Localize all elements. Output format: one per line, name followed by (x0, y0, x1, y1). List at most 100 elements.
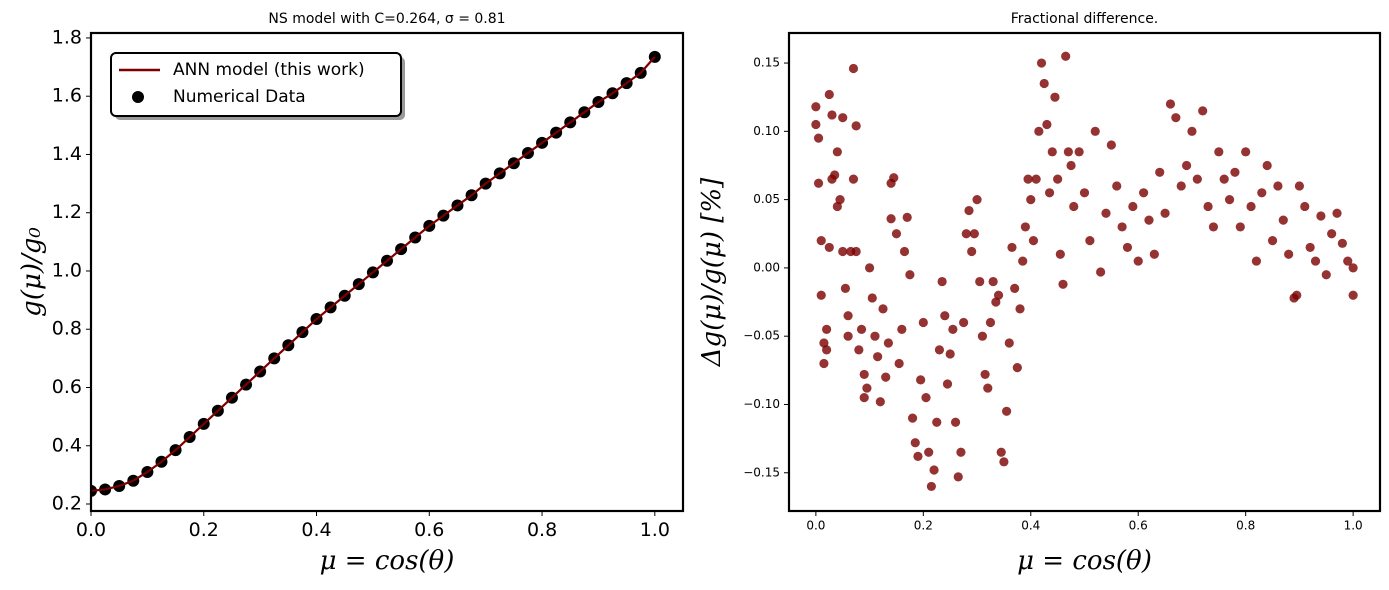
data-point (819, 358, 829, 369)
data-point (1112, 181, 1122, 191)
x-tick-label: 0.4 (1021, 519, 1040, 533)
data-point (1246, 201, 1256, 212)
data-point (1305, 242, 1315, 253)
data-point (1348, 263, 1358, 273)
data-point (950, 417, 961, 427)
data-point (1079, 188, 1090, 198)
chart-title: Fractional difference. (1011, 11, 1159, 27)
y-tick-label: −0.10 (743, 397, 780, 411)
data-point (1010, 283, 1020, 293)
x-tick-label: 0.6 (414, 519, 444, 541)
data-point (1181, 160, 1192, 171)
data-point (961, 229, 971, 239)
data-point (1090, 126, 1100, 136)
data-point (1061, 51, 1071, 61)
data-point (811, 119, 821, 130)
data-point (988, 276, 998, 287)
data-point (851, 121, 861, 131)
x-tick-label: 0.8 (1236, 519, 1255, 533)
data-point (816, 290, 826, 300)
data-point (848, 174, 859, 184)
y-tick-label: 0.05 (753, 192, 780, 206)
data-point (1036, 58, 1047, 68)
data-point (1144, 215, 1154, 225)
plot-area (91, 50, 661, 497)
data-point (1063, 147, 1073, 157)
data-point (985, 317, 996, 328)
data-point (1300, 201, 1310, 212)
x-tick-label: 0.2 (914, 519, 933, 533)
data-point (1047, 147, 1057, 157)
data-point (1203, 201, 1213, 212)
data-point (1015, 304, 1025, 314)
legend-label: Numerical Data (173, 87, 306, 107)
data-point (924, 447, 934, 457)
data-point (1198, 106, 1208, 116)
data-point (1224, 195, 1235, 205)
data-point (929, 465, 939, 475)
data-point (1165, 99, 1176, 109)
data-point (889, 173, 899, 183)
data-point (859, 393, 869, 403)
data-point (1214, 147, 1224, 157)
data-point (921, 393, 931, 403)
data-point (864, 263, 875, 273)
data-point (881, 372, 891, 382)
data-point (878, 304, 888, 314)
data-point (1284, 249, 1294, 259)
data-point (1327, 229, 1337, 239)
data-point (1257, 188, 1267, 198)
data-point (1192, 174, 1202, 184)
data-point (835, 195, 845, 205)
data-point (1149, 249, 1159, 259)
y-tick-label: −0.15 (743, 465, 780, 479)
x-tick-label: 0.4 (301, 519, 331, 541)
data-point (1055, 249, 1065, 259)
data-point (1039, 78, 1049, 89)
data-point (926, 481, 936, 492)
data-point (910, 438, 920, 448)
data-point (894, 358, 904, 369)
data-point (1321, 270, 1331, 280)
data-point (851, 246, 861, 257)
x-tick-label: 1.0 (1344, 519, 1363, 533)
data-point (1187, 126, 1197, 136)
data-point (918, 317, 928, 328)
data-point (897, 324, 907, 334)
data-point (932, 417, 942, 427)
data-point (940, 311, 950, 321)
data-point (1058, 279, 1068, 289)
data-point (1044, 188, 1055, 198)
y-tick-label: 1.6 (52, 85, 82, 107)
data-point (1106, 140, 1116, 150)
data-point (838, 113, 848, 123)
data-point (1343, 256, 1353, 266)
data-point (883, 338, 893, 348)
data-point (1026, 195, 1036, 205)
data-point (942, 379, 953, 389)
data-point (1160, 208, 1170, 218)
data-point (1069, 201, 1079, 212)
data-point (1096, 267, 1106, 277)
data-point (1171, 113, 1181, 123)
data-point (993, 290, 1004, 300)
data-point (937, 276, 947, 287)
data-line (91, 56, 656, 492)
data-point (862, 383, 872, 393)
data-point (1053, 174, 1063, 184)
data-point (1004, 338, 1014, 348)
data-point (1001, 406, 1012, 416)
x-axis-label: μ = cos(θ) (1017, 546, 1152, 576)
data-point (1007, 242, 1017, 253)
y-tick-label: 0.8 (52, 318, 82, 340)
data-point (1066, 160, 1076, 171)
data-point (1101, 208, 1111, 218)
legend (110, 52, 402, 117)
data-point (1028, 235, 1039, 246)
data-point (1262, 160, 1272, 171)
data-point (848, 63, 859, 74)
data-point (1133, 256, 1143, 266)
data-point (1241, 147, 1251, 157)
y-tick-label: 0.10 (753, 124, 780, 138)
data-point (977, 331, 988, 341)
